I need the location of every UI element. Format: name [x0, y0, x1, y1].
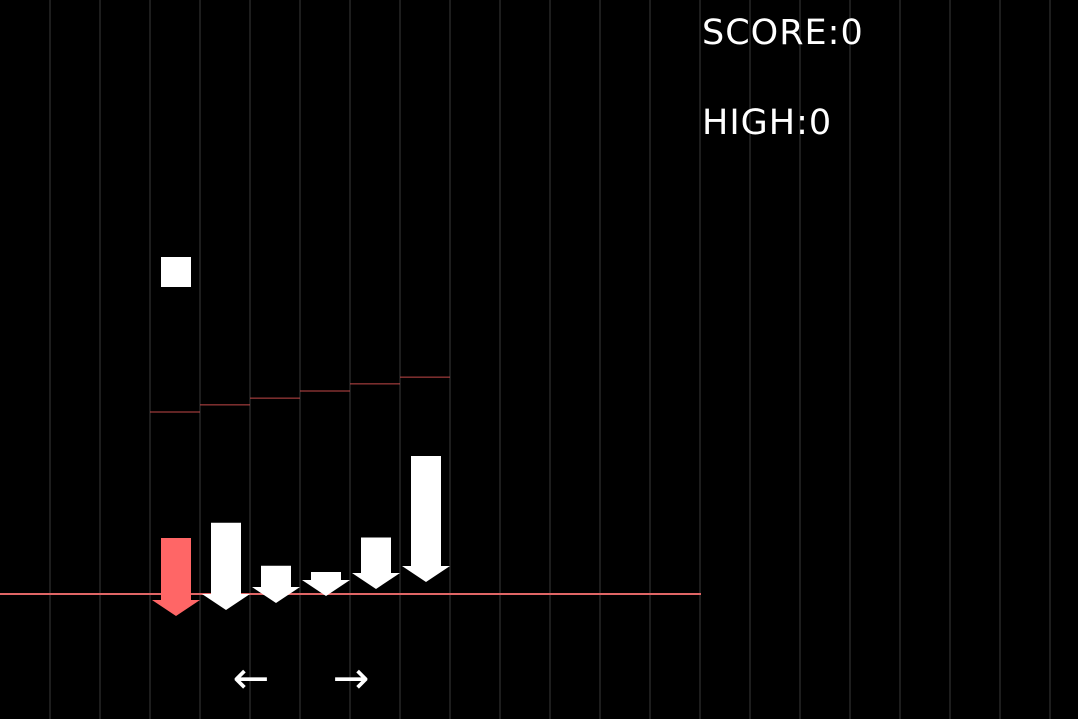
score-label: SCORE:	[702, 13, 841, 53]
score-readout: SCORE:0	[702, 16, 864, 51]
pillar	[252, 565, 300, 603]
lane-markers	[150, 376, 450, 413]
controls[interactable]: ← →	[233, 653, 370, 704]
column-gridlines	[49, 0, 1051, 719]
move-left-button[interactable]: ←	[233, 653, 270, 704]
high-score-readout: HIGH:0	[702, 106, 832, 141]
square-note-icon	[161, 257, 191, 287]
pillar	[352, 537, 400, 589]
score-value: 0	[840, 13, 864, 53]
pillar	[202, 522, 250, 610]
pillars	[152, 456, 450, 616]
down-arrow-icon	[152, 537, 200, 616]
pillar	[302, 572, 350, 596]
move-right-button[interactable]: →	[333, 653, 370, 704]
pillar	[402, 456, 450, 582]
high-score-value: 0	[808, 103, 833, 143]
high-score-label: HIGH:	[702, 103, 809, 143]
